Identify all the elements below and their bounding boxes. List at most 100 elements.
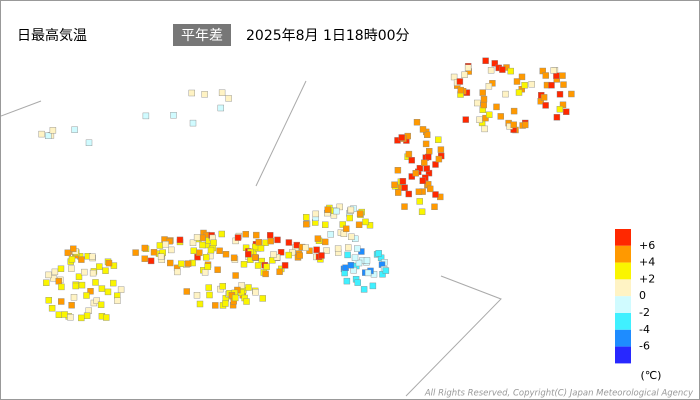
- station: [102, 267, 109, 274]
- station: [362, 218, 369, 226]
- station: [245, 250, 252, 258]
- station: [416, 164, 424, 172]
- station: [230, 254, 238, 262]
- station: [313, 246, 320, 254]
- station: [314, 235, 322, 242]
- station: [412, 169, 419, 177]
- station: [245, 284, 252, 291]
- station: [89, 253, 96, 260]
- station: [217, 104, 225, 112]
- station: [513, 78, 521, 85]
- station: [254, 262, 262, 269]
- legend-swatch: [615, 296, 631, 313]
- station: [515, 89, 523, 96]
- station: [419, 126, 427, 133]
- station: [189, 239, 197, 247]
- station: [67, 314, 74, 321]
- station: [45, 297, 52, 304]
- station: [395, 189, 402, 196]
- station: [418, 208, 426, 216]
- station: [96, 263, 103, 270]
- station: [176, 236, 184, 244]
- station: [548, 81, 555, 89]
- station: [431, 203, 438, 211]
- station: [364, 269, 372, 277]
- stations: [38, 57, 575, 322]
- station: [285, 251, 292, 259]
- station: [476, 116, 483, 123]
- station: [216, 247, 223, 255]
- station: [343, 277, 351, 285]
- station: [274, 236, 281, 244]
- station: [510, 107, 518, 115]
- station: [43, 279, 50, 286]
- station: [347, 206, 355, 214]
- legend-label: -6: [639, 340, 650, 353]
- station: [70, 294, 78, 301]
- station: [522, 121, 529, 129]
- station: [421, 159, 428, 167]
- station: [550, 67, 557, 74]
- station: [405, 190, 412, 198]
- station: [205, 284, 213, 291]
- station: [382, 267, 390, 274]
- legend-swatch: [615, 329, 631, 347]
- station: [263, 263, 270, 270]
- station: [45, 132, 52, 140]
- station: [210, 239, 217, 247]
- station: [68, 265, 75, 272]
- station: [553, 72, 560, 80]
- station: [346, 214, 353, 222]
- station: [394, 166, 402, 174]
- station: [242, 230, 250, 238]
- station: [542, 102, 549, 109]
- station: [109, 279, 117, 287]
- station: [568, 90, 575, 98]
- station: [89, 269, 97, 277]
- station: [415, 188, 423, 195]
- station: [356, 210, 364, 217]
- station: [355, 259, 363, 267]
- station: [167, 246, 175, 254]
- station: [366, 221, 374, 229]
- station: [103, 314, 110, 321]
- legend-swatch: [615, 262, 631, 280]
- station: [499, 66, 506, 73]
- station: [157, 253, 165, 260]
- station: [510, 121, 517, 128]
- legend-label: +6: [639, 239, 655, 252]
- station: [559, 72, 566, 79]
- station: [435, 136, 442, 143]
- station: [58, 298, 65, 305]
- station: [61, 311, 68, 318]
- station: [142, 112, 150, 120]
- badge: 平年差: [181, 28, 223, 44]
- station: [193, 234, 201, 241]
- station: [277, 248, 285, 256]
- station: [218, 89, 226, 96]
- station: [188, 89, 196, 97]
- station: [293, 241, 300, 249]
- station: [322, 221, 329, 228]
- station: [141, 244, 149, 252]
- station: [416, 198, 423, 205]
- station: [480, 95, 488, 103]
- station: [201, 269, 209, 276]
- station: [202, 254, 210, 261]
- station: [425, 153, 432, 161]
- station: [493, 103, 500, 111]
- station: [57, 265, 65, 272]
- station: [399, 177, 407, 185]
- station: [257, 244, 265, 252]
- station: [150, 249, 158, 256]
- station: [450, 73, 458, 81]
- station: [391, 181, 398, 188]
- station: [333, 207, 340, 215]
- station: [354, 245, 361, 252]
- station: [105, 259, 113, 267]
- station: [379, 271, 386, 278]
- station: [75, 273, 83, 280]
- station: [222, 250, 230, 258]
- station: [518, 73, 526, 81]
- station: [177, 260, 185, 267]
